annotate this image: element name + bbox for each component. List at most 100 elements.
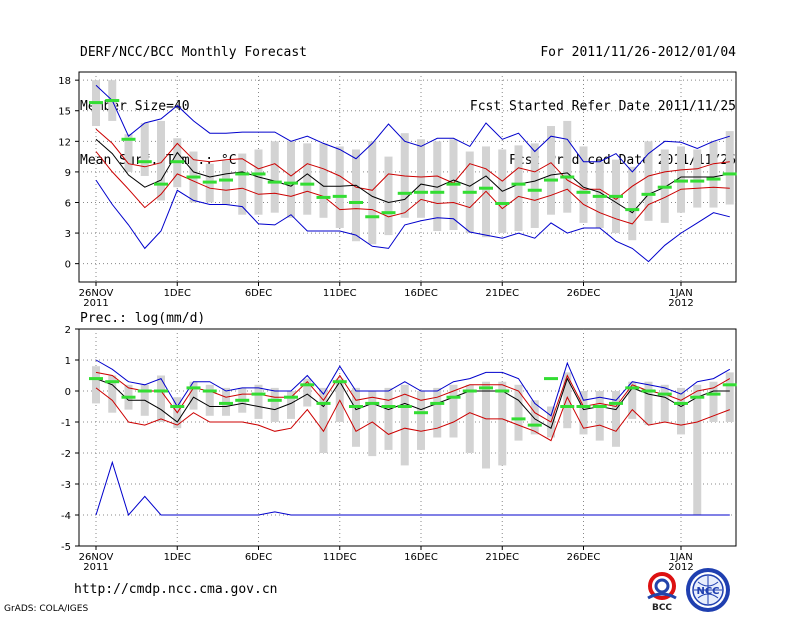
obs-marker (365, 215, 380, 219)
bcc-logo-text: BCC (652, 603, 672, 612)
obs-marker (690, 395, 705, 399)
upper-line (95, 128, 730, 201)
x-tick-label: 16DEC (404, 552, 438, 563)
obs-marker (495, 202, 510, 206)
obs-marker (137, 160, 152, 164)
obs-marker (267, 180, 282, 184)
range-bar (287, 391, 295, 419)
mean-line (95, 377, 730, 429)
range-bar (319, 143, 328, 218)
range-bar (222, 387, 230, 416)
mean-line (95, 138, 730, 214)
obs-marker (495, 389, 510, 393)
y-tick-label: 12 (58, 137, 71, 148)
obs-marker (137, 389, 152, 393)
lower-line (95, 151, 730, 225)
range-bar (465, 384, 474, 453)
obs-marker (316, 195, 331, 199)
obs-marker (674, 179, 688, 183)
obs-marker (592, 405, 607, 408)
x-tick-label: 11DEC (323, 552, 357, 563)
x-tick-label: 6DEC (245, 288, 272, 299)
y-tick-label: 0 (65, 387, 71, 398)
range-bar (547, 126, 555, 215)
range-bar (254, 149, 263, 215)
range-bar (303, 143, 312, 215)
obs-marker (397, 191, 412, 195)
obs-marker (674, 401, 688, 405)
y-tick-label: -2 (61, 449, 71, 460)
obs-marker (316, 401, 331, 405)
upper-line (95, 371, 731, 423)
x-tick-sublabel: 2011 (83, 298, 108, 309)
plot-frame (78, 71, 737, 283)
obs-marker (154, 182, 168, 186)
range-bar (709, 381, 718, 422)
obs-marker (479, 186, 493, 190)
range-bar (579, 391, 588, 435)
range-bar (254, 384, 263, 419)
obs-marker (430, 401, 445, 405)
y-tick-label: 2 (65, 325, 71, 336)
obs-marker (154, 389, 168, 393)
range-bar (319, 387, 328, 453)
precip-title: Prec.: log(mm/d) (80, 311, 205, 326)
ncc-logo: NCC (686, 568, 730, 612)
range-bar (595, 161, 604, 228)
obs-marker (560, 405, 575, 408)
range-bar (628, 381, 637, 419)
forecast-period: For 2011/11/26-2012/01/04 (540, 45, 736, 60)
x-tick-label: 26DEC (567, 552, 601, 563)
obs-marker (527, 188, 542, 192)
range-bar (400, 133, 409, 218)
range-bar (189, 381, 198, 410)
range-bar (238, 153, 247, 215)
range-bar (368, 141, 377, 245)
obs-marker (186, 386, 201, 390)
obs-marker (706, 392, 721, 396)
obs-marker (349, 200, 363, 204)
x-tick-label: 1DEC (164, 288, 191, 299)
range-bar (287, 141, 295, 218)
obs-marker (267, 398, 282, 402)
obs-marker (462, 389, 477, 393)
range-bar (514, 384, 523, 441)
range-bar (709, 141, 718, 208)
obs-marker (690, 179, 705, 183)
obs-marker (706, 177, 721, 181)
obs-marker (235, 398, 250, 402)
y-tick-label: 9 (65, 168, 71, 179)
header-title: DERF/NCC/BCC Monthly Forecast (80, 45, 307, 60)
min-line (95, 460, 730, 517)
obs-marker (641, 192, 656, 196)
obs-marker (381, 405, 396, 408)
range-bar (644, 381, 653, 426)
range-bar (270, 387, 279, 422)
min-line (95, 179, 730, 263)
range-bar (270, 141, 279, 213)
range-bar (108, 375, 117, 413)
obs-marker (121, 395, 136, 399)
obs-marker (544, 377, 558, 381)
x-tick-sublabel: 2012 (668, 562, 693, 573)
obs-marker (219, 401, 233, 405)
obs-marker (202, 180, 217, 184)
obs-marker (511, 182, 526, 186)
y-tick-label: 1 (65, 356, 71, 367)
y-tick-label: -4 (61, 511, 71, 522)
range-bar (498, 381, 507, 466)
start-date: Fcst Started Refer Date 2011/11/25 (469, 99, 736, 114)
range-bar (644, 141, 653, 221)
range-bar (352, 149, 360, 242)
obs-marker (300, 383, 315, 387)
ncc-logo-text: NCC (696, 586, 719, 597)
y-tick-label: -5 (61, 542, 71, 553)
footer-url[interactable]: http://cmdp.ncc.cma.gov.cn (74, 582, 278, 597)
obs-marker (251, 392, 266, 396)
obs-marker (576, 405, 591, 408)
obs-marker (121, 137, 136, 141)
